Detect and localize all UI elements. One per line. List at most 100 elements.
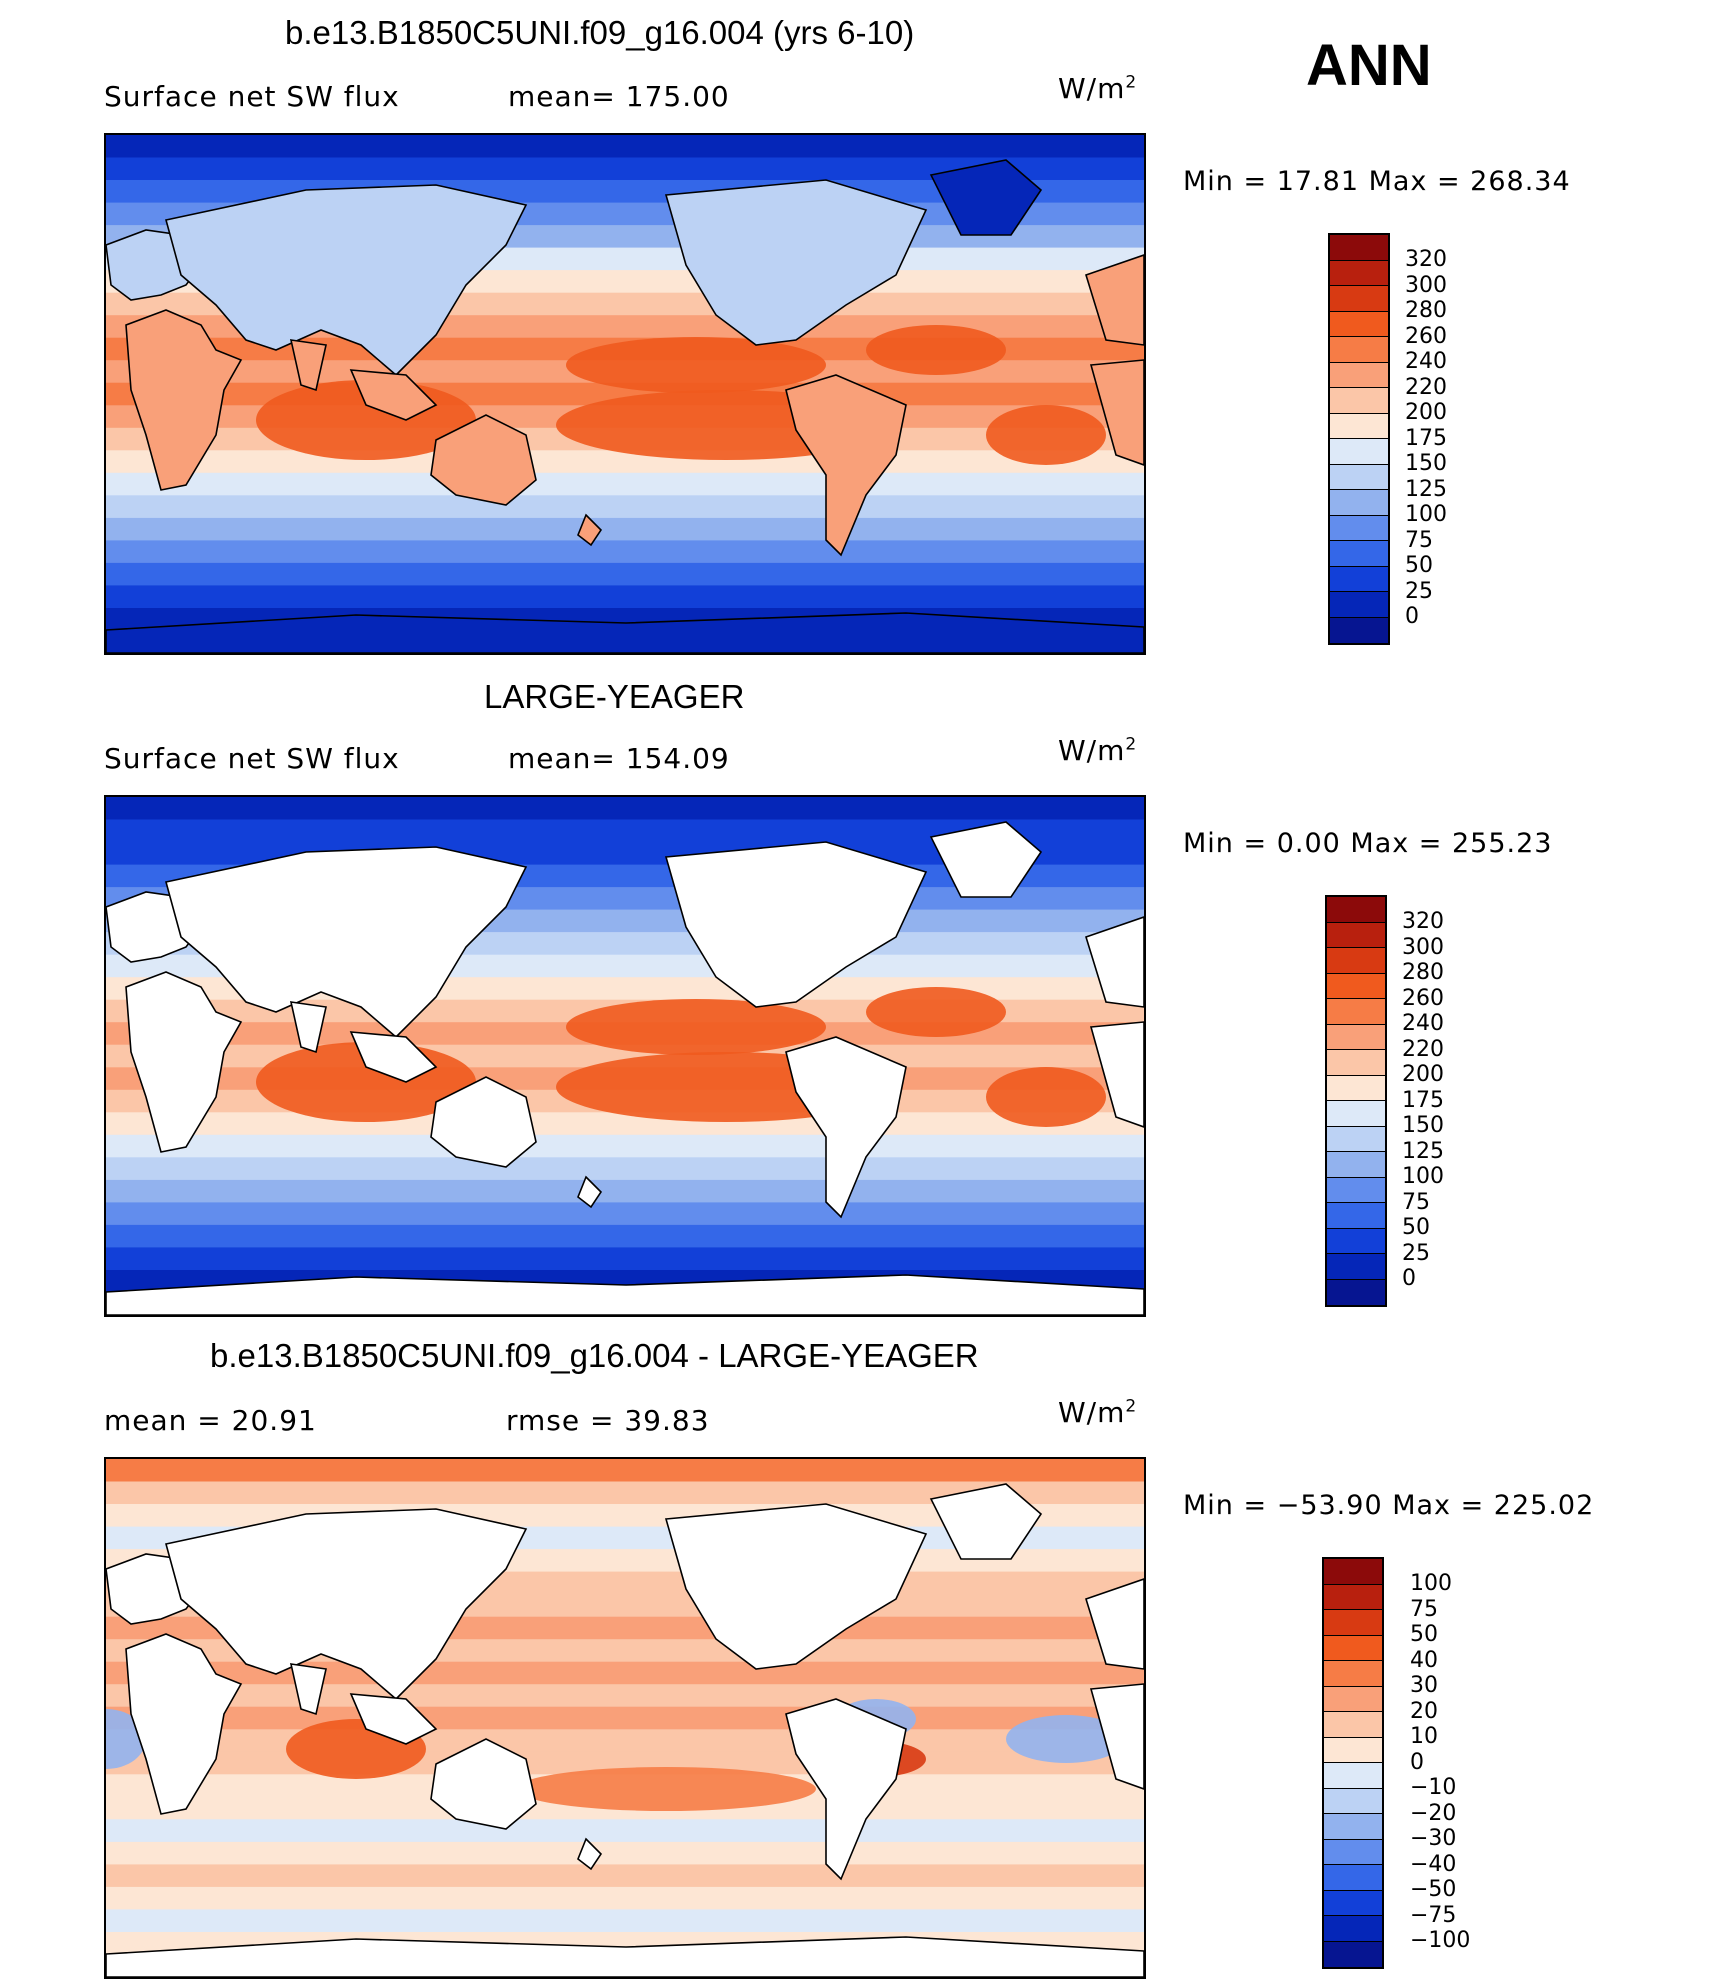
colorbar-swatch (1327, 1126, 1385, 1152)
colorbar-tick-label: 125 (1405, 476, 1447, 502)
colorbar-tick-label: 50 (1410, 1622, 1438, 1647)
landmass-namerica (664, 1503, 928, 1670)
panel-2-field-label: Surface net SW flux (104, 742, 400, 775)
colorbar-tick-label: −100 (1410, 1928, 1471, 1953)
field-band (106, 472, 1144, 497)
colorbar-tick-label: 75 (1405, 527, 1433, 553)
landmass-africa_e (1089, 359, 1144, 466)
field-band (106, 1202, 1144, 1226)
panel-3-title: b.e13.B1850C5UNI.f09_g16.004 - LARGE-YEA… (210, 1337, 979, 1374)
field-band (106, 517, 1144, 542)
panel-1-field-label: Surface net SW flux (104, 80, 400, 113)
colorbar-tick-label: −10 (1410, 1775, 1457, 1800)
colorbar-swatch (1330, 541, 1388, 567)
landmass-namerica (664, 841, 928, 1008)
colorbar-swatch (1330, 464, 1388, 490)
field-anomaly (986, 1067, 1106, 1127)
field-band (106, 1179, 1144, 1204)
colorbar-swatch (1327, 999, 1385, 1025)
field-band (106, 1112, 1144, 1136)
landmass-samerica (785, 374, 907, 557)
colorbar-tick-label: 0 (1402, 1266, 1416, 1291)
colorbar-tick-label: 320 (1405, 247, 1447, 272)
colorbar-swatch (1330, 362, 1388, 388)
colorbar-tick-label: 260 (1402, 985, 1444, 1011)
map-field (106, 797, 1144, 1315)
colorbar-swatch (1324, 1941, 1382, 1967)
colorbar-swatch (1324, 1916, 1382, 1942)
colorbar-swatch (1330, 413, 1388, 439)
field-band (106, 1886, 1144, 1911)
colorbar-swatch (1324, 1584, 1382, 1610)
field-band (106, 1909, 1144, 1933)
field-anomaly (566, 337, 826, 393)
field-anomaly (566, 999, 826, 1055)
panel-3-mean: mean = 20.91 (104, 1404, 317, 1437)
colorbar-swatch (1324, 1712, 1382, 1738)
colorbar-swatch (1324, 1559, 1382, 1585)
landmass-antarctica (106, 612, 1144, 653)
field-band (106, 819, 1144, 843)
field-band (106, 1247, 1144, 1271)
colorbar-swatch (1327, 1050, 1385, 1076)
landmass-europe_e (1085, 254, 1144, 346)
landmass-nz (577, 1837, 603, 1871)
colorbar-swatch (1327, 1152, 1385, 1178)
field-band (106, 1729, 1144, 1753)
colorbar-swatch (1327, 1228, 1385, 1254)
field-band (106, 562, 1144, 587)
colorbar-swatch (1324, 1635, 1382, 1661)
panel-3-map (104, 1457, 1146, 1979)
colorbar-swatch (1330, 490, 1388, 516)
colorbar-tick-label: 100 (1405, 502, 1447, 527)
landmass-antarctica (106, 1936, 1144, 1977)
colorbar-tick-label: 240 (1402, 1011, 1444, 1036)
colorbar-tick-label: −50 (1410, 1877, 1457, 1902)
colorbar-swatch (1324, 1814, 1382, 1840)
colorbar-swatch (1327, 922, 1385, 948)
landmass-greenland (929, 821, 1043, 898)
colorbar-swatch (1330, 388, 1388, 414)
landmass-australia (430, 1076, 537, 1168)
colorbar-swatch (1330, 617, 1388, 643)
field-band (106, 1481, 1144, 1505)
panel-1-mean: mean= 175.00 (508, 80, 730, 113)
panel-1-units: W/m2 (1058, 72, 1138, 105)
field-band (106, 1224, 1144, 1249)
field-band (106, 1841, 1144, 1866)
colorbar-swatch (1327, 1279, 1385, 1305)
field-anomaly (516, 1767, 816, 1811)
landmass-samerica (785, 1698, 907, 1881)
landmass-greenland (929, 1483, 1043, 1560)
landmass-antarctica (106, 1274, 1144, 1315)
field-band (106, 1459, 1144, 1483)
panel-3-colorbar (1322, 1557, 1384, 1969)
colorbar-swatch (1330, 311, 1388, 337)
landmass-africa (125, 1633, 243, 1815)
colorbar-tick-label: 100 (1402, 1164, 1444, 1189)
colorbar-swatch (1327, 948, 1385, 974)
panel-2-colorbar (1325, 895, 1387, 1307)
season-label: ANN (1306, 33, 1432, 98)
landmass-europe_e (1085, 916, 1144, 1008)
colorbar-swatch (1327, 1101, 1385, 1127)
field-band (106, 1819, 1144, 1843)
panel-1-colorbar (1328, 233, 1390, 645)
colorbar-tick-label: 175 (1402, 1087, 1444, 1113)
landmass-nz (577, 1175, 603, 1209)
panel-2-mean: mean= 154.09 (508, 742, 730, 775)
colorbar-tick-label: 175 (1405, 425, 1447, 451)
panel-2-min-max: Min = 0.00 Max = 255.23 (1183, 828, 1553, 859)
panel-3-colorbar-labels: 100 75 50 40 30 20 10 0 −10 −20 −30 −40 −50 −75 −100 (1410, 1571, 1470, 1954)
panel-2-units: W/m2 (1058, 734, 1138, 767)
colorbar-swatch (1324, 1763, 1382, 1789)
field-band (106, 1134, 1144, 1159)
colorbar-swatch (1330, 592, 1388, 618)
landmass-nz (577, 513, 603, 547)
field-anomaly (866, 325, 1006, 375)
landmass-samerica (785, 1036, 907, 1219)
colorbar-tick-label: 25 (1405, 578, 1433, 604)
colorbar-tick-label: 280 (1402, 960, 1444, 985)
colorbar-tick-label: 260 (1405, 323, 1447, 349)
map-field (106, 1459, 1144, 1977)
